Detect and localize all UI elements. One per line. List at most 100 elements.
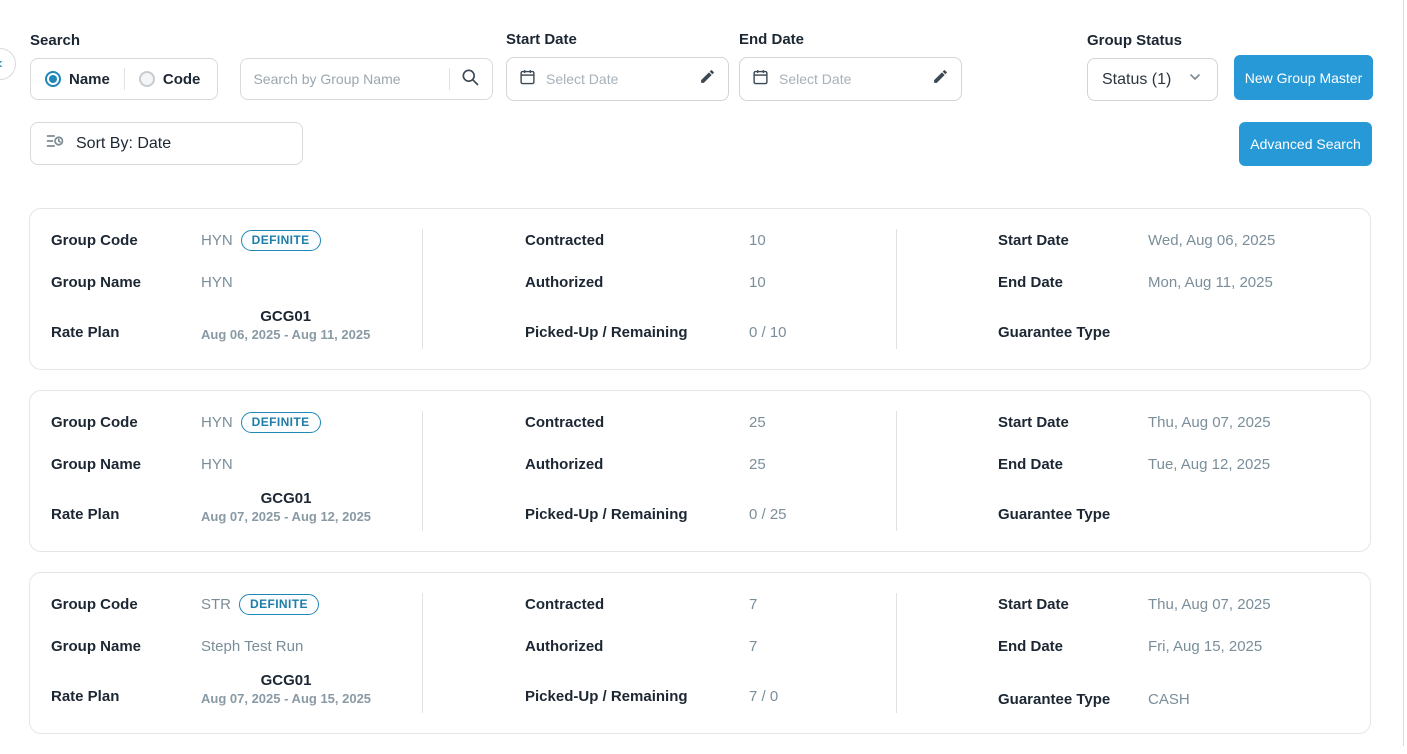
rate-plan-value-wrap: GCG01 Aug 07, 2025 - Aug 15, 2025	[201, 672, 371, 706]
start-date-field[interactable]: Select Date	[506, 57, 729, 101]
authorized-value: 10	[749, 273, 766, 291]
search-divider	[449, 68, 451, 90]
radio-name-label: Name	[69, 70, 110, 88]
authorized-value: 7	[749, 637, 758, 655]
group-name-label: Group Name	[51, 273, 142, 291]
sort-by-label: Sort By: Date	[76, 134, 172, 152]
authorized-value: 25	[749, 455, 766, 473]
start-date-label: Start Date	[998, 231, 1069, 249]
new-group-master-button[interactable]: New Group Master	[1234, 55, 1373, 100]
group-name-label: Group Name	[51, 455, 142, 473]
start-date-value: Thu, Aug 07, 2025	[1148, 595, 1271, 613]
start-date-value: Thu, Aug 07, 2025	[1148, 413, 1271, 431]
guarantee-type-label: Guarantee Type	[998, 690, 1111, 708]
contracted-value: 7	[749, 595, 758, 613]
end-date-filter-group: End Date Select Date	[739, 31, 962, 101]
group-status-filter-group: Group Status Status (1)	[1087, 32, 1218, 101]
contracted-value: 10	[749, 231, 766, 249]
rate-plan-label: Rate Plan	[51, 323, 120, 341]
filter-bar: ‹ Search Name Code Start Date	[0, 0, 1407, 186]
start-date-filter-group: Start Date Select Date	[506, 31, 729, 101]
calendar-icon	[752, 68, 769, 90]
authorized-label: Authorized	[525, 455, 604, 473]
group-card[interactable]: Group Code HYN DEFINITE Group Name HYN R…	[29, 208, 1371, 370]
guarantee-type-label: Guarantee Type	[998, 323, 1111, 341]
sort-by-time-icon	[45, 131, 65, 156]
card-divider	[896, 593, 897, 713]
rate-plan-dates: Aug 07, 2025 - Aug 15, 2025	[201, 691, 372, 706]
radio-selected-icon	[45, 71, 61, 87]
group-name-value: Steph Test Run	[201, 637, 304, 655]
rate-plan-value-wrap: GCG01 Aug 07, 2025 - Aug 12, 2025	[201, 490, 371, 524]
search-filter-group: Search Name Code	[30, 32, 494, 100]
group-code-value: HYN	[201, 231, 233, 249]
group-name-label: Group Name	[51, 637, 142, 655]
authorized-label: Authorized	[525, 273, 604, 291]
card-divider	[422, 229, 423, 349]
radio-code-label: Code	[162, 70, 201, 88]
end-date-field[interactable]: Select Date	[739, 57, 962, 101]
group-card[interactable]: Group Code HYN DEFINITE Group Name HYN R…	[29, 390, 1371, 552]
end-date-label: End Date	[998, 455, 1064, 473]
group-card[interactable]: Group Code STR DEFINITE Group Name Steph…	[29, 572, 1371, 734]
end-date-label: End Date	[739, 31, 805, 48]
rate-plan-dates: Aug 06, 2025 - Aug 11, 2025	[201, 327, 371, 342]
group-code-value: HYN	[201, 413, 233, 431]
contracted-label: Contracted	[525, 595, 605, 613]
group-name-value: HYN	[201, 455, 233, 473]
search-icon[interactable]	[460, 67, 480, 92]
picked-up-value: 0 / 10	[749, 323, 787, 341]
picked-up-label: Picked-Up / Remaining	[525, 687, 688, 705]
end-date-value: Tue, Aug 12, 2025	[1148, 455, 1271, 473]
guarantee-type-label: Guarantee Type	[998, 505, 1111, 523]
radio-divider	[123, 68, 125, 90]
contracted-label: Contracted	[525, 231, 605, 249]
search-label: Search	[30, 32, 81, 49]
rate-plan-code: GCG01	[260, 490, 312, 507]
panel-right-border	[1403, 0, 1404, 746]
chevron-down-icon	[1187, 69, 1203, 90]
group-code-value: STR	[201, 595, 231, 613]
start-date-label: Start Date	[998, 413, 1069, 431]
edit-pencil-icon[interactable]	[699, 68, 716, 90]
status-badge: DEFINITE	[240, 411, 321, 433]
group-name-value: HYN	[201, 273, 233, 291]
status-dropdown-value: Status (1)	[1102, 70, 1172, 88]
status-badge: DEFINITE	[239, 593, 319, 615]
rate-plan-label: Rate Plan	[51, 505, 120, 523]
rate-plan-value-wrap: GCG01 Aug 06, 2025 - Aug 11, 2025	[201, 308, 370, 342]
rate-plan-code: GCG01	[260, 308, 312, 325]
collapse-panel-button[interactable]: ‹	[0, 48, 16, 80]
search-type-radio-group: Name Code	[30, 58, 218, 100]
group-code-value-wrap: STR DEFINITE	[201, 592, 319, 616]
start-date-value: Wed, Aug 06, 2025	[1148, 231, 1276, 249]
end-date-value: Fri, Aug 15, 2025	[1148, 637, 1263, 655]
calendar-icon	[519, 68, 536, 90]
group-code-label: Group Code	[51, 595, 138, 613]
edit-pencil-icon[interactable]	[932, 68, 949, 90]
search-input[interactable]	[253, 71, 446, 87]
end-date-label: End Date	[998, 273, 1064, 291]
start-date-placeholder: Select Date	[546, 71, 619, 87]
card-divider	[896, 411, 897, 531]
advanced-search-button[interactable]: Advanced Search	[1239, 122, 1372, 166]
picked-up-label: Picked-Up / Remaining	[525, 323, 688, 341]
picked-up-value: 0 / 25	[749, 505, 787, 523]
radio-option-code[interactable]: Code	[125, 71, 215, 88]
rate-plan-dates: Aug 07, 2025 - Aug 12, 2025	[201, 509, 372, 524]
card-divider	[896, 229, 897, 349]
guarantee-type-value: CASH	[1148, 690, 1190, 708]
status-dropdown[interactable]: Status (1)	[1087, 58, 1218, 101]
group-code-label: Group Code	[51, 413, 138, 431]
start-date-label: Start Date	[998, 595, 1069, 613]
rate-plan-code: GCG01	[260, 672, 312, 689]
start-date-label: Start Date	[506, 31, 577, 48]
group-search-field[interactable]	[240, 58, 494, 100]
group-status-label: Group Status	[1087, 32, 1183, 49]
status-badge: DEFINITE	[240, 229, 321, 251]
chevron-left-icon: ‹	[0, 55, 3, 73]
contracted-value: 25	[749, 413, 766, 431]
authorized-label: Authorized	[525, 637, 604, 655]
sort-by-control[interactable]: Sort By: Date	[30, 122, 303, 165]
radio-option-name[interactable]: Name	[31, 71, 124, 88]
